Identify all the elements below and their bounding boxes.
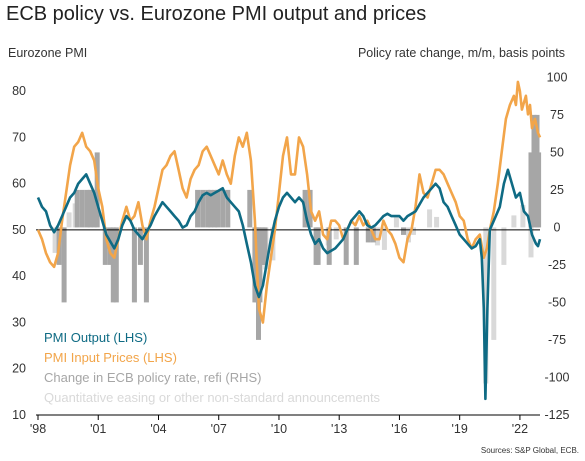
rate-bar xyxy=(137,227,143,265)
rate-bar xyxy=(79,189,85,228)
qe-bar xyxy=(501,227,507,265)
rate-bar xyxy=(113,227,119,303)
rate-bar xyxy=(107,227,113,265)
rate-bar xyxy=(262,227,268,265)
right-tick-label: 75 xyxy=(550,108,564,122)
qe-bar xyxy=(333,227,339,240)
chart-title: ECB policy vs. Eurozone PMI output and p… xyxy=(6,3,427,25)
lines-layer xyxy=(36,80,542,401)
rate-bar xyxy=(315,227,321,265)
rate-bar xyxy=(84,189,90,228)
rate-bar xyxy=(326,227,332,265)
rate-bar xyxy=(102,227,108,265)
rate-bar xyxy=(401,227,406,235)
rate-bar xyxy=(110,227,116,303)
x-tick-label: '98 xyxy=(30,422,46,436)
rate-bar xyxy=(257,227,263,303)
qe-bar xyxy=(483,227,489,384)
rate-bar xyxy=(208,189,214,228)
rate-bar xyxy=(225,189,231,228)
left-tick-label: 80 xyxy=(12,84,26,98)
x-tick-label: '04 xyxy=(150,422,166,436)
legend-ecb-rate-change: Change in ECB policy rate, refi (RHS) xyxy=(44,370,262,385)
rate-bar xyxy=(87,189,93,228)
output-line xyxy=(36,168,542,401)
rate-bar xyxy=(215,189,221,228)
right-tick-label: 0 xyxy=(554,220,561,234)
rate-bar xyxy=(212,189,218,228)
qe-bar xyxy=(374,227,380,246)
right-tick-label: -25 xyxy=(548,258,566,272)
left-tick-label: 60 xyxy=(12,177,26,191)
rate-bar xyxy=(94,152,100,228)
rate-bar xyxy=(353,227,359,265)
qe-bar xyxy=(427,209,433,228)
rate-bar xyxy=(343,227,349,265)
legend: PMI Output (LHS) PMI Input Prices (LHS) … xyxy=(44,328,380,408)
rate-bar xyxy=(365,227,371,243)
x-tick-label: '13 xyxy=(331,422,347,436)
rate-bar xyxy=(531,114,537,228)
right-axis-title: Policy rate change, m/m, basis points xyxy=(357,46,565,60)
legend-pmi-output: PMI Output (LHS) xyxy=(44,330,148,345)
right-tick-label: -125 xyxy=(544,408,569,422)
x-tick-label: '19 xyxy=(452,422,468,436)
qe-bar xyxy=(393,216,399,228)
x-tick-label: '16 xyxy=(391,422,407,436)
rate-bar xyxy=(74,189,80,228)
axes: 10 20 30 40 50 60 70 80 -125 -100 -75 -50 -25 0 25 50 75… xyxy=(12,70,569,436)
x-tick-label: '10 xyxy=(271,422,287,436)
left-tick-label: 40 xyxy=(12,269,26,283)
rate-bar xyxy=(205,189,211,228)
input-line xyxy=(36,80,542,324)
legend-pmi-input-prices: PMI Input Prices (LHS) xyxy=(44,350,177,365)
qe-bar xyxy=(411,227,416,235)
right-tick-label: 50 xyxy=(550,145,564,159)
rate-bar xyxy=(220,189,226,228)
rate-bar xyxy=(195,189,201,228)
rate-bar xyxy=(528,152,534,228)
right-tick-label: 100 xyxy=(547,70,568,84)
left-tick-label: 70 xyxy=(12,130,26,144)
rate-bar xyxy=(536,152,542,228)
left-axis-title: Eurozone PMI xyxy=(8,46,88,60)
left-tick-label: 10 xyxy=(12,408,26,422)
right-tick-label: -50 xyxy=(548,295,566,309)
legend-qe-announcements: Quantitative easing or other non-standar… xyxy=(44,390,381,405)
rate-bar xyxy=(247,189,253,228)
rate-bar xyxy=(91,189,97,228)
x-tick-label: '01 xyxy=(90,422,106,436)
rate-bar xyxy=(61,227,67,303)
source-note: Sources: S&P Global, ECB. xyxy=(480,446,579,455)
left-tick-label: 20 xyxy=(12,362,26,376)
qe-bar xyxy=(491,227,497,340)
rate-bar xyxy=(200,189,206,228)
qe-bar xyxy=(528,227,534,258)
qe-bar xyxy=(434,216,440,228)
qe-bar xyxy=(66,212,72,228)
qe-bar xyxy=(520,204,526,228)
rate-bar xyxy=(131,227,137,303)
qe-bar xyxy=(381,227,387,250)
left-tick-label: 50 xyxy=(12,223,26,237)
right-tick-label: -100 xyxy=(544,370,569,384)
x-tick-label: '07 xyxy=(211,422,227,436)
rate-bar xyxy=(143,227,149,303)
qe-bar xyxy=(511,215,517,228)
qe-bar xyxy=(52,227,58,253)
right-tick-label: 25 xyxy=(550,183,564,197)
left-tick-label: 30 xyxy=(12,315,26,329)
x-tick-label: '22 xyxy=(512,422,528,436)
right-tick-label: -75 xyxy=(548,333,566,347)
